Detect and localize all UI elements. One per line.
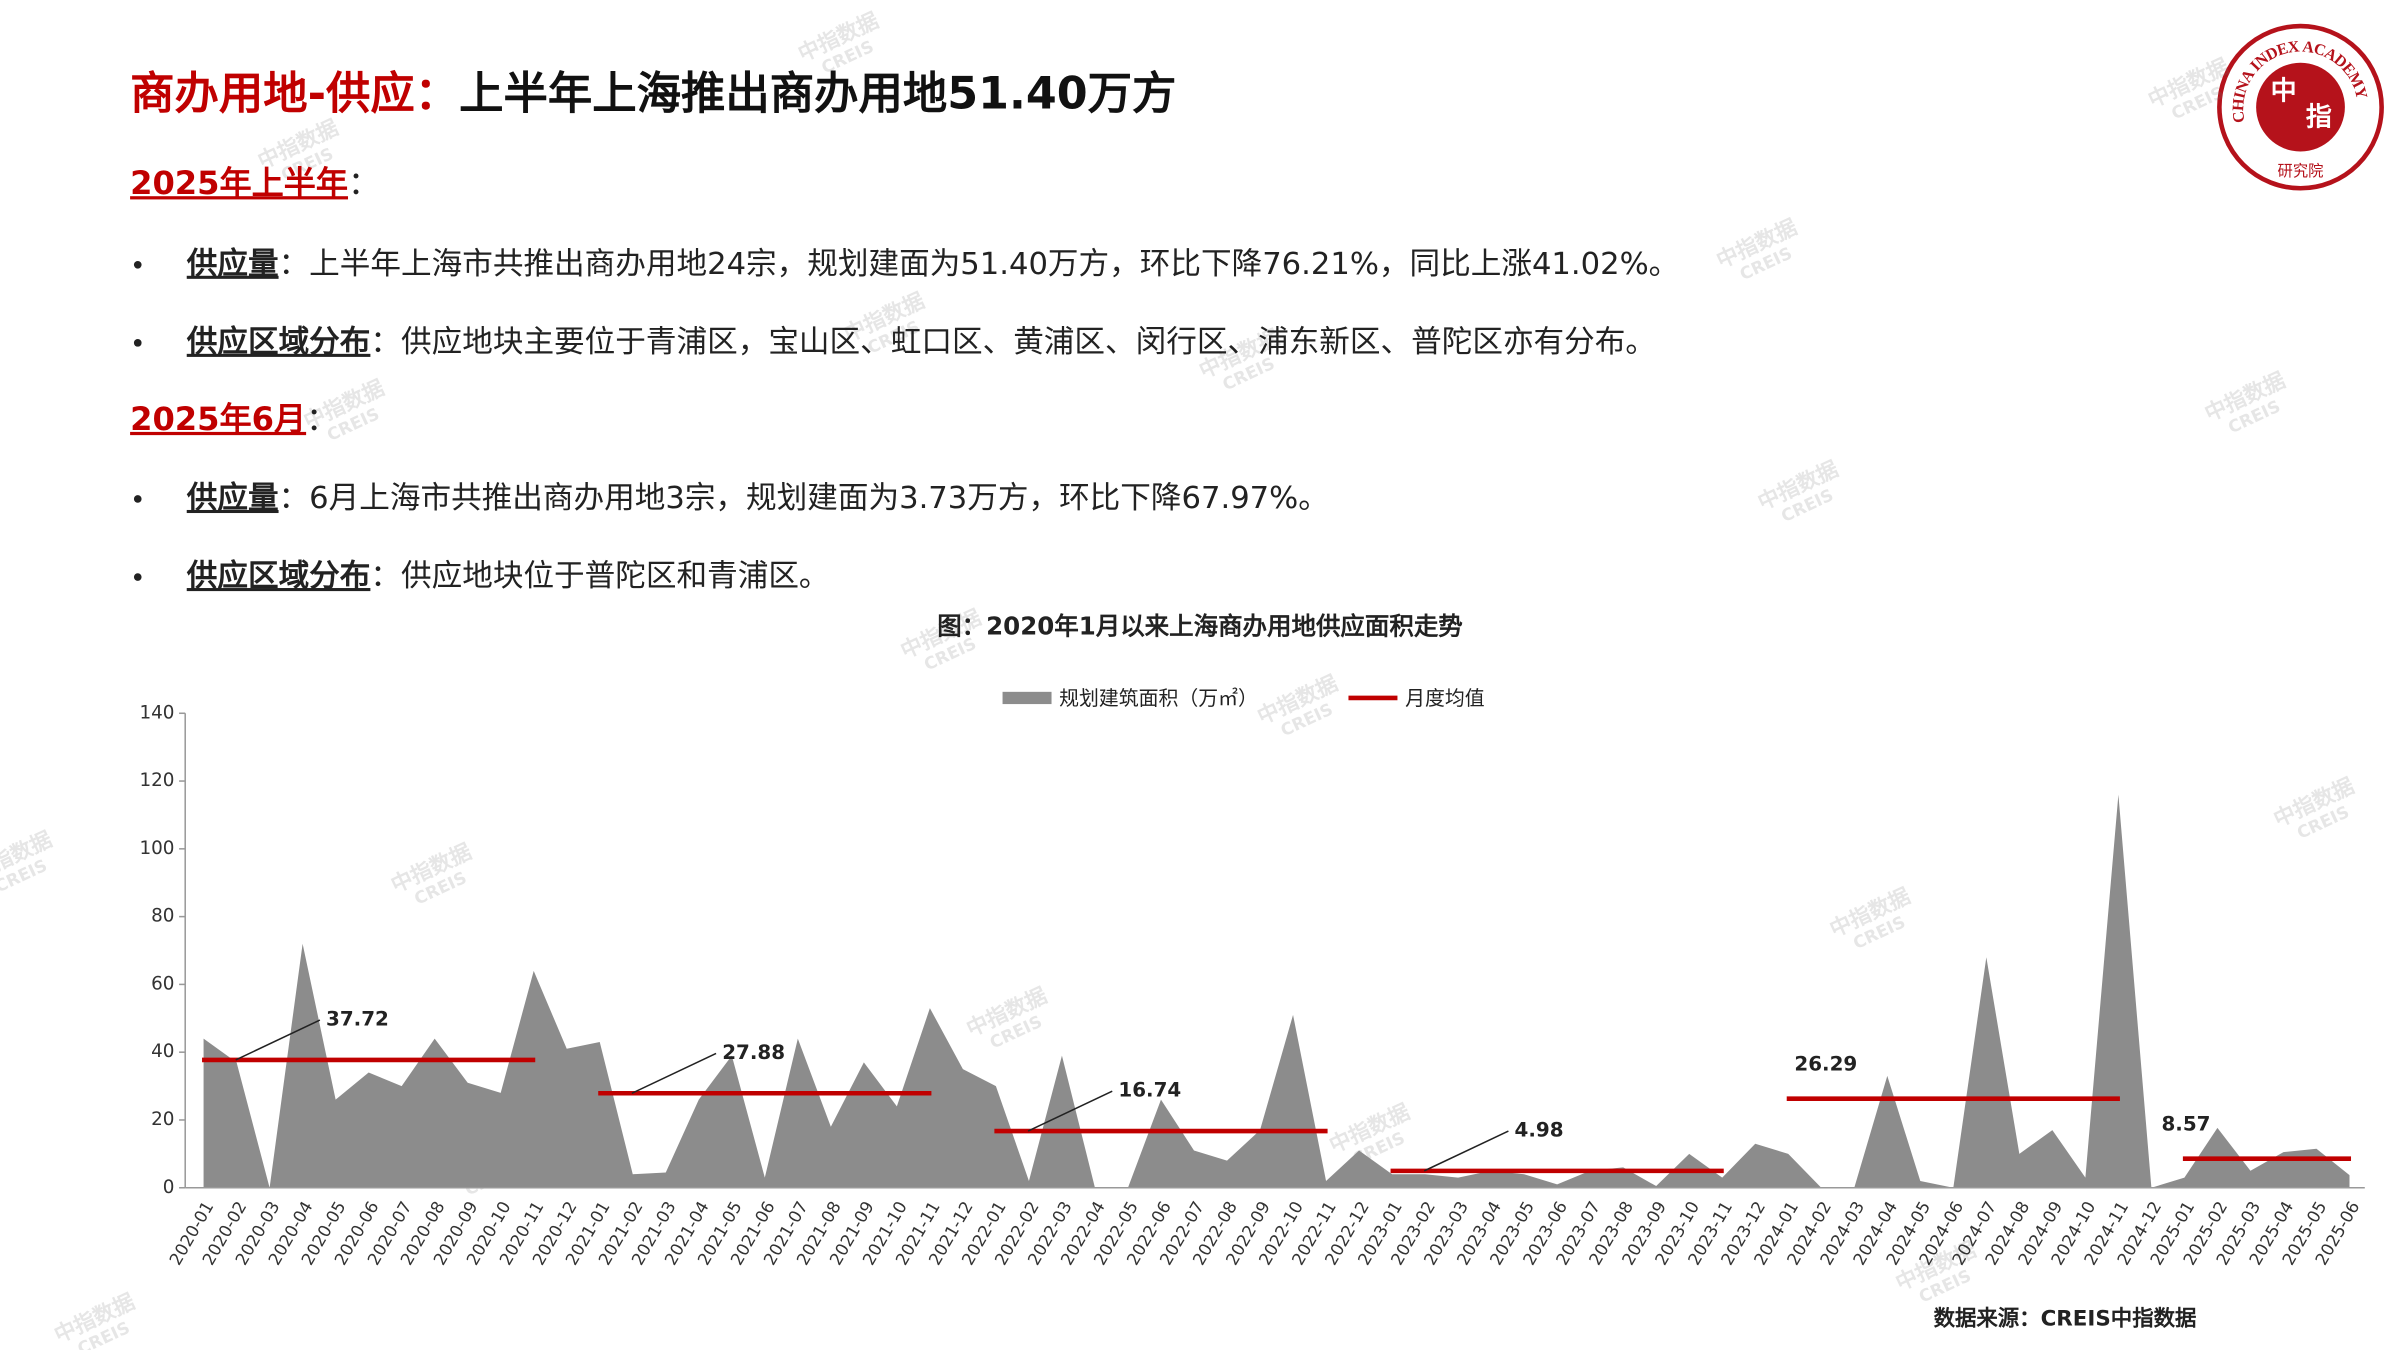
average-label: 37.72 (326, 1008, 389, 1031)
section-heading: 2025年6月： (130, 400, 338, 438)
legend-label: 月度均值 (1405, 687, 1485, 710)
logo-c1: 中 (2271, 76, 2297, 106)
bullet-term: 供应区域分布 (186, 323, 371, 359)
section-label: 2025年6月 (130, 400, 306, 438)
bullet-term: 供应量 (186, 245, 279, 281)
title-tag: 商办用地-供应： (130, 68, 459, 119)
bullet-dot (133, 573, 142, 581)
y-tick-label: 0 (163, 1177, 175, 1198)
logo-core (2256, 62, 2345, 152)
bullet-term: 供应区域分布 (186, 558, 371, 594)
y-tick-label: 100 (139, 838, 174, 859)
bullet: 供应量：6月上海市共推出商办用地3宗，规划建面为3.73万方，环比下降67.97… (186, 479, 1329, 515)
y-tick-label: 140 (139, 702, 174, 723)
section-heading: 2025年上半年： (130, 164, 380, 202)
average-leader (1423, 1130, 1509, 1172)
chart-title: 图：2020年1月以来上海商办用地供应面积走势 (937, 612, 1463, 641)
y-tick-label: 120 (139, 770, 174, 791)
bullet-dot (133, 260, 142, 269)
area (203, 794, 2350, 1188)
bullet-text: ：上半年上海市共推出商办用地24宗，规划建面为51.40万方，环比下降76.21… (279, 246, 1680, 281)
section-label: 2025年上半年 (130, 164, 348, 202)
y-tick-label: 80 (151, 906, 174, 927)
source: 数据来源：CREIS中指数据 (1934, 1306, 2197, 1331)
section-after: ： (306, 400, 338, 438)
logo-sub: 研究院 (2278, 162, 2324, 180)
average-label: 4.98 (1515, 1119, 1564, 1142)
y-tick-label: 20 (151, 1109, 174, 1130)
legend-swatch (1002, 691, 1052, 705)
bullet-term: 供应量 (186, 479, 279, 515)
average-label: 27.88 (722, 1041, 785, 1064)
bullet: 供应区域分布：供应地块主要位于青浦区，宝山区、虹口区、黄浦区、闵行区、浦东新区、… (186, 323, 1656, 359)
average-label: 16.74 (1118, 1079, 1181, 1102)
section-after: ： (348, 164, 380, 202)
average-label: 8.57 (2161, 1113, 2210, 1136)
bullet: 供应区域分布：供应地块位于普陀区和青浦区。 (186, 558, 830, 594)
average-leader (631, 1052, 717, 1094)
average-leader (235, 1019, 321, 1061)
logo: CHINA INDEX ACADEMY 中 指 研究院 (2217, 23, 2384, 191)
bullet-text: ：6月上海市共推出商办用地3宗，规划建面为3.73万方，环比下降67.97%。 (279, 480, 1329, 515)
bullet: 供应量：上半年上海市共推出商办用地24宗，规划建面为51.40万方，环比下降76… (186, 245, 1680, 281)
logo-c2: 指 (2306, 102, 2332, 132)
bullet-dot (133, 495, 142, 503)
bullet-text: ：供应地块主要位于青浦区，宝山区、虹口区、黄浦区、闵行区、浦东新区、普陀区亦有分… (370, 324, 1656, 359)
title: 商办用地-供应：上半年上海推出商办用地51.40万方 (130, 68, 1176, 119)
average-label: 26.29 (1794, 1052, 1857, 1075)
average-leader (1027, 1090, 1113, 1132)
title-text: 上半年上海推出商办用地51.40万方 (459, 68, 1176, 119)
y-tick-label: 40 (151, 1041, 174, 1062)
y-tick-label: 60 (151, 973, 174, 994)
bullet-text: ：供应地块位于普陀区和青浦区。 (370, 559, 829, 594)
bullet-dot (133, 339, 142, 347)
legend-label: 规划建筑面积（万㎡） (1059, 687, 1258, 710)
